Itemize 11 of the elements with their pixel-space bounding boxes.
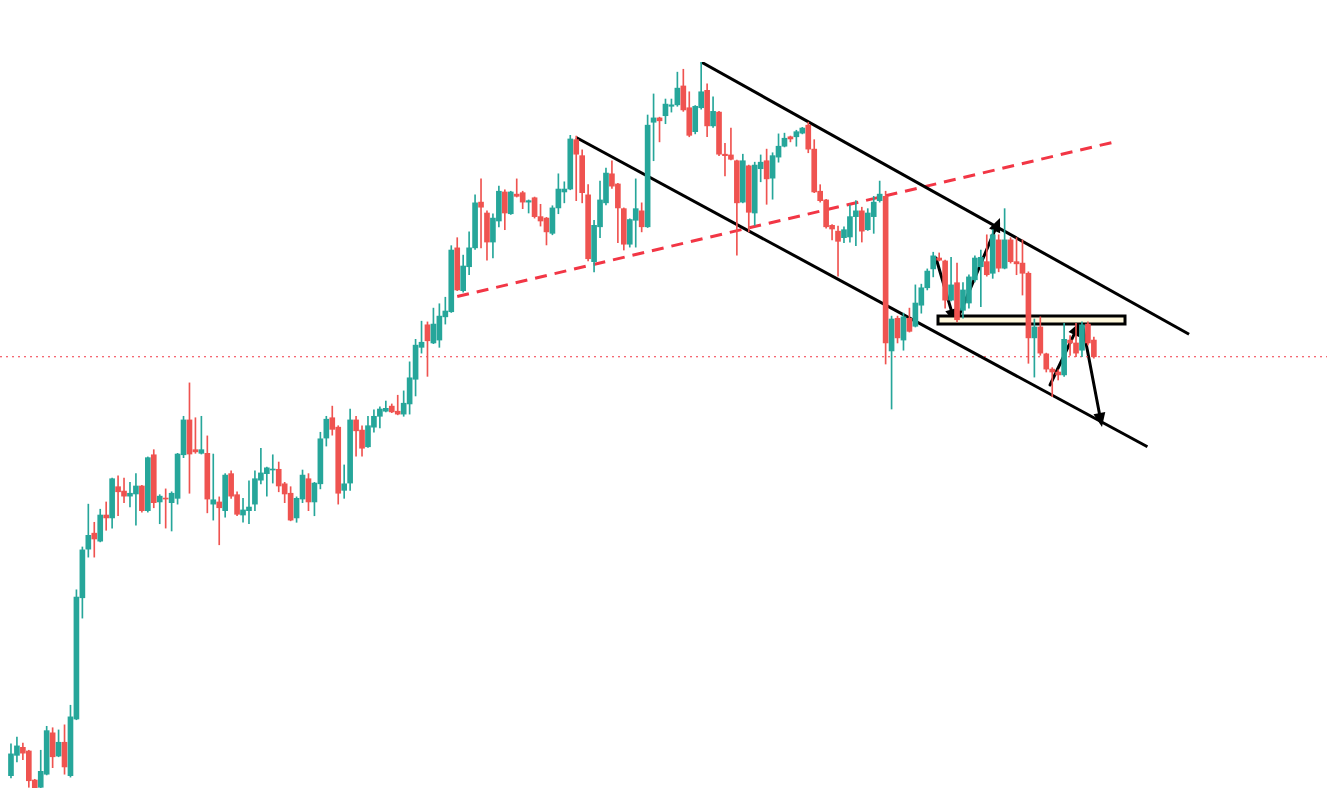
candlestick	[91, 521, 98, 558]
candlestick	[216, 496, 223, 546]
candlestick	[103, 501, 110, 531]
candlestick	[210, 453, 217, 521]
candlestick	[341, 464, 348, 499]
candlestick	[1067, 335, 1073, 356]
candlestick	[1049, 367, 1056, 398]
candlestick	[478, 178, 484, 249]
candlestick	[835, 225, 841, 277]
candlestick	[573, 135, 580, 201]
candlestick	[156, 494, 163, 525]
